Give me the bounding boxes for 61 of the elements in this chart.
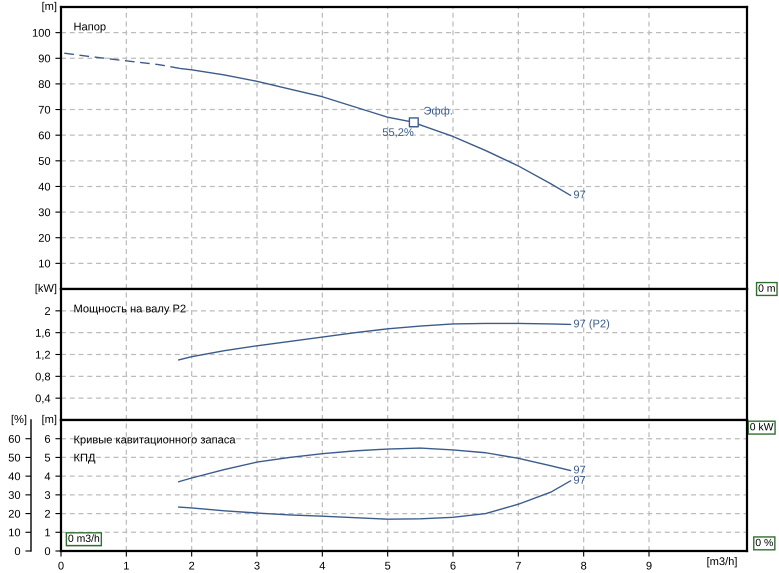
text: 0 m bbox=[758, 284, 775, 292]
y-tick-label: 2 bbox=[44, 510, 50, 518]
series-label: 97 bbox=[574, 190, 586, 198]
text: Кривые кавитационного запаса bbox=[74, 436, 236, 446]
y2-tick-label: 0 bbox=[14, 547, 20, 556]
y2-tick-label: 60 bbox=[8, 434, 20, 443]
y-tick-label: 0,4 bbox=[36, 394, 50, 404]
x-tick-label: 8 bbox=[581, 562, 586, 570]
series-label: 97 bbox=[574, 476, 586, 484]
x-tick-label: 2 bbox=[189, 562, 194, 570]
x-tick-label: 0 bbox=[58, 562, 64, 570]
y-tick-label: 1 bbox=[45, 528, 50, 536]
x-tick-label: 3 bbox=[254, 562, 260, 570]
y-tick-label: 40 bbox=[38, 182, 50, 191]
y-tick-label: 60 bbox=[38, 131, 50, 140]
x-axis-title: [m3/h] bbox=[707, 557, 737, 568]
y-tick-label: 30 bbox=[38, 208, 50, 216]
y-axis-title: [kW] bbox=[36, 284, 56, 294]
y-tick-label: 90 bbox=[38, 54, 50, 62]
text: КПД bbox=[74, 454, 96, 464]
line-series bbox=[178, 322, 572, 361]
y-axis-title: [m] bbox=[42, 414, 56, 426]
y2-axis-title: [%] bbox=[12, 414, 26, 426]
y-tick-label: 20 bbox=[38, 234, 50, 242]
annotation: 55,2% bbox=[382, 128, 414, 138]
text: Напор bbox=[74, 22, 106, 33]
text: 0 % bbox=[756, 538, 773, 546]
y-tick-label: 10 bbox=[39, 260, 50, 268]
y-tick-label: 3 bbox=[44, 491, 50, 499]
line-series bbox=[178, 480, 572, 520]
y2-tick-label: 30 bbox=[8, 491, 20, 499]
line-series bbox=[178, 447, 572, 482]
x-tick-label: 4 bbox=[320, 562, 326, 570]
text: Мощность на валу P2 bbox=[74, 304, 186, 315]
y-tick-label: 80 bbox=[38, 80, 50, 88]
y2-tick-label: 40 bbox=[8, 472, 20, 480]
y-tick-label: 0 bbox=[44, 547, 50, 556]
x-tick-label: 6 bbox=[450, 562, 456, 570]
y-tick-label: 100 bbox=[32, 28, 50, 37]
x-tick-label: 7 bbox=[516, 562, 521, 570]
y2-tick-label: 10 bbox=[9, 528, 20, 536]
x-tick-label: 1 bbox=[124, 562, 129, 570]
text: 0 kW bbox=[750, 422, 774, 430]
y-tick-label: 50 bbox=[38, 157, 50, 165]
y-tick-label: 1,6 bbox=[36, 328, 50, 338]
y-tick-label: 1,2 bbox=[36, 350, 50, 360]
y2-tick-label: 20 bbox=[8, 510, 20, 518]
annotation: 0 m3/h bbox=[68, 534, 100, 542]
y-tick-label: 4 bbox=[44, 472, 50, 480]
y-tick-label: 6 bbox=[44, 434, 50, 443]
x-tick-label: 5 bbox=[385, 562, 390, 570]
y-axis-title: [m] bbox=[42, 2, 56, 12]
series-label: 97 bbox=[574, 466, 586, 474]
x-tick-label: 9 bbox=[646, 562, 652, 570]
annotation: Эфф. bbox=[424, 106, 452, 117]
y-tick-label: 70 bbox=[38, 106, 50, 114]
y-tick-label: 2 bbox=[44, 307, 50, 315]
y2-tick-label: 50 bbox=[8, 454, 20, 462]
series-label: 97 (P2) bbox=[574, 319, 610, 330]
y-tick-label: 5 bbox=[44, 454, 50, 462]
y-tick-label: 0,8 bbox=[36, 372, 50, 382]
